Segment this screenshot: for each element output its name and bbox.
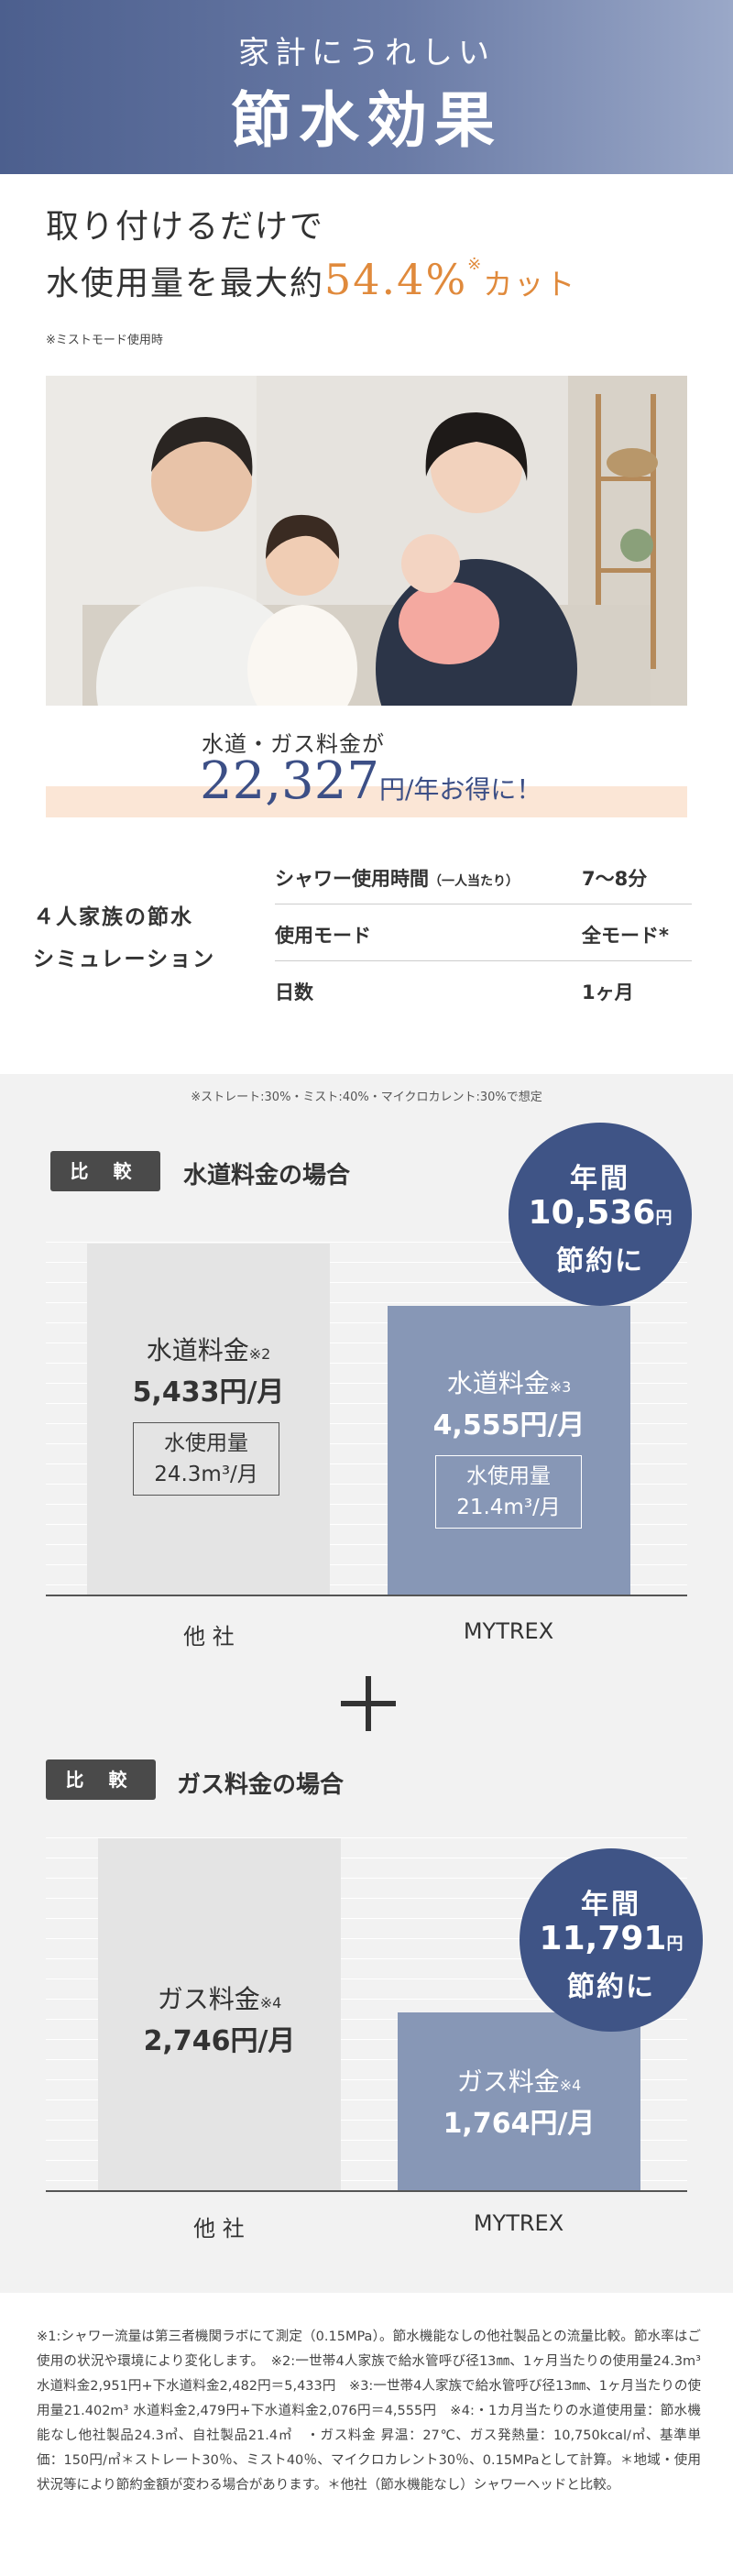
footnote: ※1:シャワー流量は第三者機関ラボにて測定（0.15MPa）。節水機能なしの他社… (37, 2329, 701, 2493)
gas-mytrex-label-text: ガス料金 (456, 2066, 560, 2097)
water-mytrex-note: ※3 (549, 1378, 572, 1396)
gas-badge-line3: 節約に (567, 1971, 655, 2003)
water-savings-badge: 年間 10,536円 節約に (509, 1123, 692, 1306)
water-mytrex-usage-label: 水使用量 (466, 1464, 551, 1488)
water-compare-tag: 比 較 (50, 1151, 160, 1191)
water-mytrex-label: 水道料金※3 (388, 1364, 630, 1400)
assumption-note: ※ストレート:30%・ミスト:40%・マイクロカレント:30%で想定 (191, 1091, 542, 1104)
savings-line2: 22,327円/年お得に！ (200, 751, 542, 811)
water-axis-mytrex: MYTREX (463, 1618, 554, 1644)
simulation-key-small: （一人当たり） (429, 874, 519, 889)
simulation-row-mode: 使用モード 全モード* (275, 904, 692, 961)
water-other-usage: 水使用量 24.3m³/月 (133, 1422, 279, 1496)
hero-subtitle: 家計にうれしい (238, 35, 495, 71)
simulation-label-line2: シミュレーション (33, 948, 216, 971)
water-axis-other: 他 社 (183, 1624, 235, 1650)
intro-line2: 水使用量を最大約54.4%※カット (46, 255, 576, 304)
family-photo-illustration (46, 376, 687, 706)
water-bar-mytrex (388, 1306, 630, 1595)
water-compare-title: 水道料金の場合 (183, 1162, 351, 1189)
savings-line1: 水道・ガス料金が (202, 731, 385, 757)
plus-sign-vertical (366, 1676, 371, 1731)
simulation-row-days: 日数 1ヶ月 (275, 961, 692, 1018)
water-other-label: 水道料金※2 (87, 1331, 330, 1367)
gas-axis-other: 他 社 (193, 2216, 245, 2242)
gas-compare-tag: 比 較 (46, 1759, 156, 1800)
water-badge-amount-num: 10,536 (528, 1194, 656, 1232)
gas-badge-line1: 年間 (581, 1889, 641, 1921)
water-mytrex-label-text: 水道料金 (446, 1368, 550, 1398)
mist-mode-note: ※ミストモード使用時 (46, 334, 163, 347)
intro-line2-prefix: 水使用量を最大約 (46, 265, 325, 302)
gas-savings-badge: 年間 11,791円 節約に (520, 1848, 703, 2032)
water-mytrex-value: 4,555円/月 (432, 1409, 585, 1441)
water-other-note: ※2 (248, 1345, 271, 1363)
gas-badge-amount-num: 11,791 (539, 1920, 667, 1957)
gas-bar-mytrex (398, 2012, 640, 2190)
savings-highlight-band (46, 786, 687, 817)
simulation-label-line1: ４人家族の節水 (33, 905, 193, 929)
water-other-value: 5,433円/月 (132, 1376, 285, 1409)
gas-other-label-text: ガス料金 (157, 1984, 260, 2014)
simulation-value: 7〜8分 (582, 868, 648, 890)
intro-line1: 取り付けるだけで (46, 208, 325, 246)
simulation-key: 日数 (275, 981, 313, 1003)
gas-chart-baseline (46, 2190, 687, 2192)
savings-unit: 円/年お得に！ (378, 774, 542, 805)
gas-badge-yen: 円 (666, 1935, 684, 1954)
water-badge-amount: 10,536円 (509, 1194, 692, 1232)
gas-mytrex-value: 1,764円/月 (443, 2108, 596, 2140)
intro-percent: 54.4% (324, 255, 468, 304)
simulation-key-main: シャワー使用時間 (275, 868, 429, 890)
savings-amount: 22,327 (200, 751, 379, 811)
gas-badge-amount: 11,791円 (520, 1920, 703, 1957)
water-badge-line3: 節約に (556, 1245, 644, 1277)
simulation-key: 使用モード (275, 925, 371, 947)
simulation-key: シャワー使用時間（一人当たり） (275, 864, 519, 892)
simulation-value: 1ヶ月 (582, 981, 634, 1003)
water-mytrex-usage-value: 21.4m³/月 (456, 1496, 561, 1519)
gas-bar-other (98, 1838, 341, 2190)
gas-mytrex-note: ※4 (559, 2077, 582, 2094)
simulation-value: 全モード* (582, 925, 669, 947)
water-other-usage-label: 水使用量 (164, 1431, 248, 1455)
water-badge-yen: 円 (655, 1209, 673, 1228)
water-mytrex-usage: 水使用量 21.4m³/月 (435, 1455, 582, 1529)
simulation-label: ４人家族の節水 シミュレーション (33, 896, 215, 981)
gas-axis-mytrex: MYTREX (473, 2210, 564, 2236)
intro-sup: ※ (467, 255, 484, 274)
water-chart-baseline (46, 1595, 687, 1596)
intro-cut: カット (483, 267, 577, 301)
gas-other-label: ガス料金※4 (98, 1979, 341, 2016)
gas-other-note: ※4 (259, 1994, 282, 2011)
hero-banner: 家計にうれしい 節水効果 (0, 0, 733, 174)
gas-other-value: 2,746円/月 (143, 2025, 296, 2057)
gas-mytrex-label: ガス料金※4 (398, 2062, 640, 2099)
water-badge-line1: 年間 (570, 1163, 630, 1195)
family-photo (46, 376, 687, 706)
water-bar-other (87, 1244, 330, 1595)
hero-title: 節水効果 (231, 84, 502, 156)
water-other-usage-value: 24.3m³/月 (154, 1463, 258, 1486)
water-other-label-text: 水道料金 (146, 1335, 249, 1365)
simulation-row-shower-time: シャワー使用時間（一人当たり） 7〜8分 (275, 848, 692, 904)
gas-compare-title: ガス料金の場合 (177, 1771, 345, 1799)
